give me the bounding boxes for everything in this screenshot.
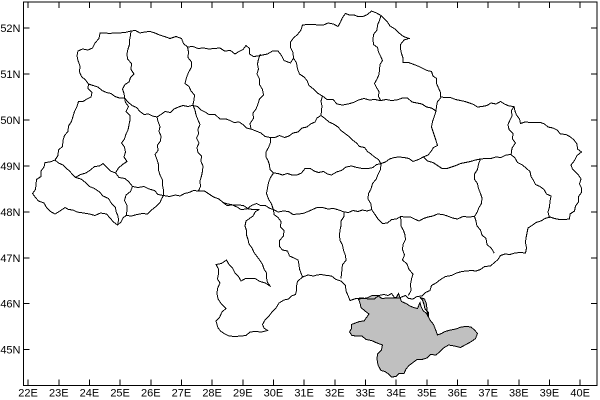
oblast-border [265,137,274,174]
x-tick-label: 30E [264,388,284,400]
x-tick-label: 26E [141,388,161,400]
oblast-border [222,202,274,211]
x-tick-label: 33E [356,388,376,400]
oblast-border [75,162,116,178]
oblast-border [115,172,164,196]
x-tick-label: 25E [110,388,130,400]
oblast-border [115,97,131,174]
oblast-border [154,116,165,196]
oblast-border [380,156,424,164]
oblast-border [192,105,252,130]
oblast-border [123,186,133,216]
x-tick-label: 22E [18,388,38,400]
oblast-border [320,115,382,164]
x-tick-label: 40E [570,388,590,400]
y-tick-label: 49N [0,161,20,173]
x-tick-label: 37E [478,388,498,400]
y-tick-label: 47N [0,253,20,265]
oblast-border [400,213,475,222]
crimea-region [348,292,479,378]
country-outline [31,10,583,338]
x-tick-label: 36E [448,388,468,400]
oblast-border [507,106,517,155]
oblast-border [293,57,323,97]
oblast-border [322,95,381,106]
y-tick-label: 48N [0,207,20,219]
oblast-border [250,96,323,139]
oblast-border [423,110,439,158]
oblast-border [121,30,135,99]
oblast-border [88,83,193,118]
y-tick-label: 46N [0,299,20,311]
x-tick-label: 34E [386,388,406,400]
oblast-border [273,163,381,176]
x-tick-label: 35E [417,388,437,400]
oblast-border [510,154,552,219]
oblast-border [249,53,265,130]
x-tick-label: 32E [325,388,345,400]
oblast-border [273,209,304,278]
x-tick-label: 38E [509,388,529,400]
x-tick-label: 28E [202,388,222,400]
y-tick-label: 50N [0,115,20,127]
x-tick-label: 31E [294,388,314,400]
oblast-border [338,212,347,279]
oblast-border [380,97,441,112]
oblast-border [400,216,414,296]
y-tick-label: 52N [0,23,20,35]
oblast-border [372,15,384,101]
x-tick-label: 29E [233,388,253,400]
oblast-border [473,158,495,254]
x-tick-label: 27E [172,388,192,400]
y-tick-label: 51N [0,69,20,81]
oblast-border [371,209,401,225]
x-tick-label: 39E [540,388,560,400]
oblast-border [367,163,382,210]
oblast-border [192,105,204,192]
oblast-border [54,159,120,225]
oblast-border [423,154,512,169]
oblast-border [265,172,274,210]
x-tick-label: 23E [49,388,69,400]
oblast-border [273,207,372,216]
axes-box [23,1,598,386]
y-tick-label: 45N [0,345,20,357]
x-tick-label: 24E [80,388,100,400]
oblast-border [184,46,196,106]
